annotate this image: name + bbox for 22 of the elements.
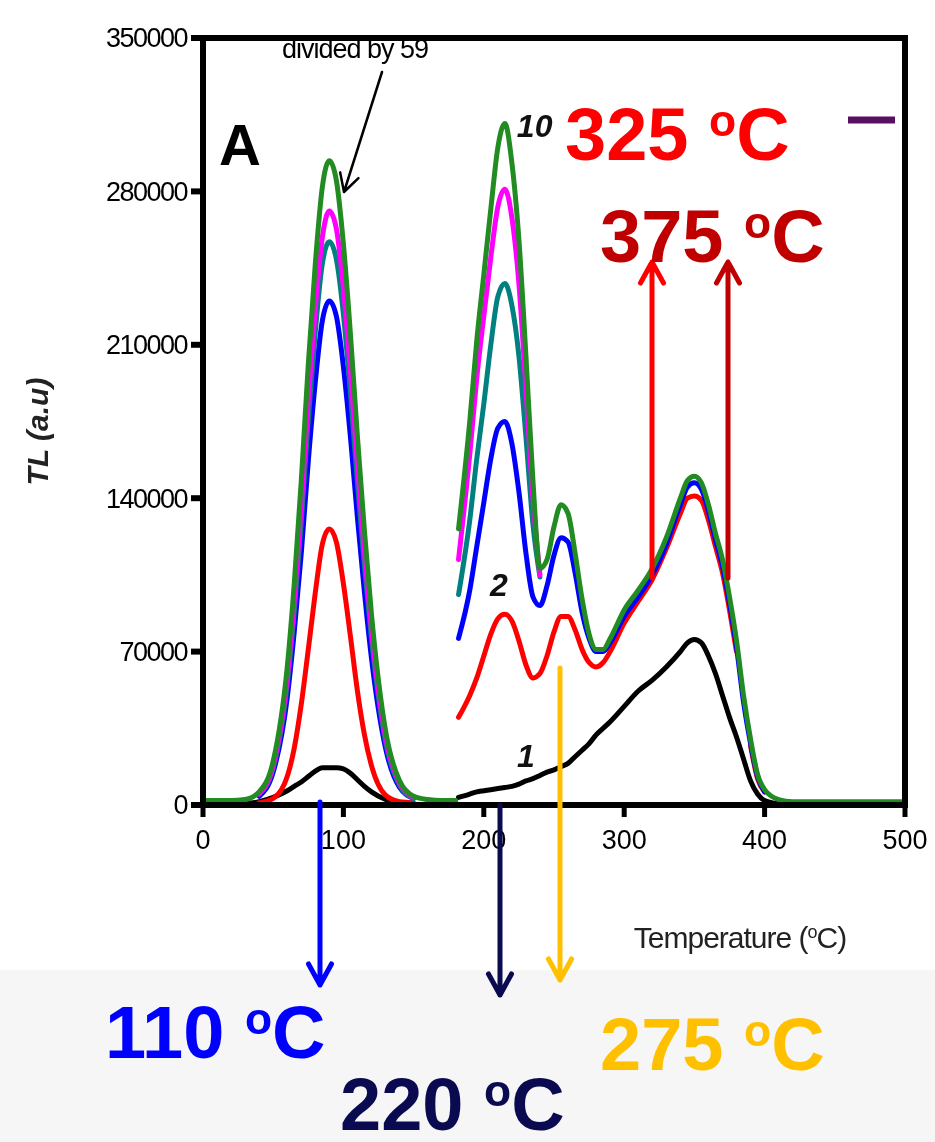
annotation: 375 $^{o}$C: [600, 195, 825, 278]
x-tick-label: 400: [742, 825, 788, 855]
y-tick-label: 280000: [105, 176, 188, 207]
x-tick-label: 300: [601, 825, 647, 855]
series-label: 1: [517, 737, 535, 774]
text: 275 $^{o}$C: [600, 1003, 825, 1086]
y-tick-label: 0: [173, 790, 188, 821]
series-label: 10: [516, 108, 553, 145]
x-tick-label: 100: [320, 825, 366, 855]
y-tick-label: 210000: [105, 330, 188, 361]
series-label: 2: [488, 567, 508, 604]
y-tick-label: 350000: [105, 23, 188, 54]
text: 110 $^{o}$C: [105, 991, 326, 1074]
text: 220 $^{o}$C: [340, 1063, 565, 1142]
annotation: 325 $^{o}$C: [565, 93, 790, 176]
annotation: A: [219, 112, 261, 177]
x-axis-title: Temperature ($^{o}$C): [633, 921, 847, 954]
x-tick-label: 500: [882, 825, 928, 855]
x-tick-label: 0: [195, 825, 211, 855]
y-tick-label: 140000: [105, 483, 188, 514]
y-tick-label: 70000: [119, 637, 188, 668]
y-axis-title: TL (a.u): [21, 377, 54, 486]
